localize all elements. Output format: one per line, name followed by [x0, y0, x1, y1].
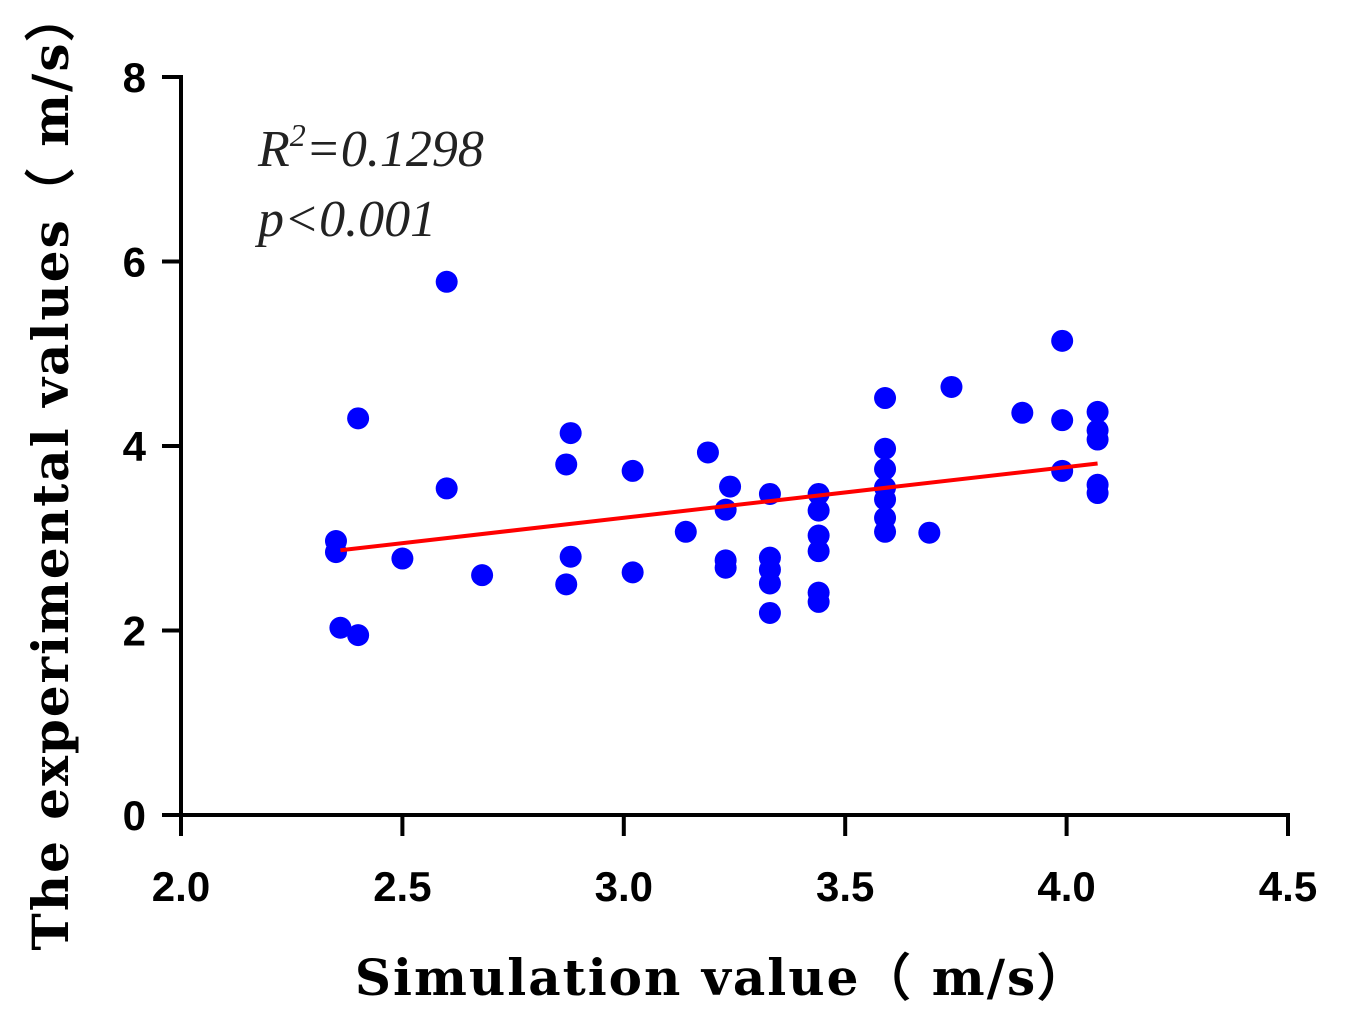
stat-p-value: p<0.001 — [254, 191, 436, 248]
y-tick-label: 6 — [123, 239, 146, 286]
data-point — [347, 624, 370, 647]
data-points — [324, 270, 1109, 647]
data-point — [918, 521, 941, 544]
x-ticks: 2.0 2.5 3.0 3.5 4.0 4.5 — [152, 815, 1317, 910]
stat-r2: R2=0.1298 — [257, 117, 484, 178]
x-tick-label: 2.0 — [152, 863, 210, 910]
data-point — [758, 572, 781, 595]
data-point — [347, 407, 370, 430]
data-point — [807, 540, 830, 563]
data-point — [807, 590, 830, 613]
data-point — [559, 422, 582, 445]
data-point — [874, 458, 897, 481]
y-tick-label: 0 — [123, 792, 146, 839]
data-point — [435, 477, 458, 500]
data-point — [874, 488, 897, 511]
r2-superscript: 2 — [290, 117, 306, 153]
x-tick-label: 3.0 — [595, 863, 653, 910]
x-tick-label: 3.5 — [816, 863, 874, 910]
data-point — [1086, 482, 1109, 505]
regression-line — [340, 461, 1098, 553]
y-tick-label: 4 — [123, 423, 147, 470]
y-tick-label: 2 — [123, 608, 146, 655]
regression-line-group — [340, 461, 1098, 553]
data-point — [1086, 428, 1109, 451]
data-point — [555, 453, 578, 476]
data-point — [674, 520, 697, 543]
data-point — [1051, 459, 1074, 482]
axes — [179, 75, 1290, 817]
data-point — [940, 375, 963, 398]
data-point — [696, 441, 719, 464]
y-axis-title: The experimental values（ m/s） — [21, 0, 80, 950]
data-point — [324, 541, 347, 564]
x-tick-label: 4.5 — [1259, 863, 1317, 910]
x-tick-label: 4.0 — [1037, 863, 1095, 910]
data-point — [621, 561, 644, 584]
data-point — [1086, 400, 1109, 423]
data-point — [714, 498, 737, 521]
x-axis-title: Simulation value（ m/s） — [355, 948, 1089, 1007]
data-point — [1051, 329, 1074, 352]
data-point — [391, 547, 414, 570]
data-point — [435, 270, 458, 293]
data-point — [807, 499, 830, 522]
data-point — [555, 573, 578, 596]
r2-symbol: R — [257, 121, 290, 178]
data-point — [559, 545, 582, 568]
data-point — [471, 564, 494, 587]
data-point — [719, 475, 742, 498]
data-point — [874, 387, 897, 410]
r2-value: =0.1298 — [306, 121, 484, 178]
data-point — [621, 459, 644, 482]
y-tick-label: 8 — [123, 54, 146, 101]
data-point — [874, 437, 897, 460]
x-tick-label: 2.5 — [373, 863, 431, 910]
data-point — [1051, 409, 1074, 432]
data-point — [807, 524, 830, 547]
data-point — [329, 616, 352, 639]
data-point — [758, 601, 781, 624]
y-ticks: 0 2 4 6 8 — [123, 54, 181, 839]
data-point — [874, 520, 897, 543]
data-point — [714, 556, 737, 579]
data-point — [1011, 401, 1034, 424]
